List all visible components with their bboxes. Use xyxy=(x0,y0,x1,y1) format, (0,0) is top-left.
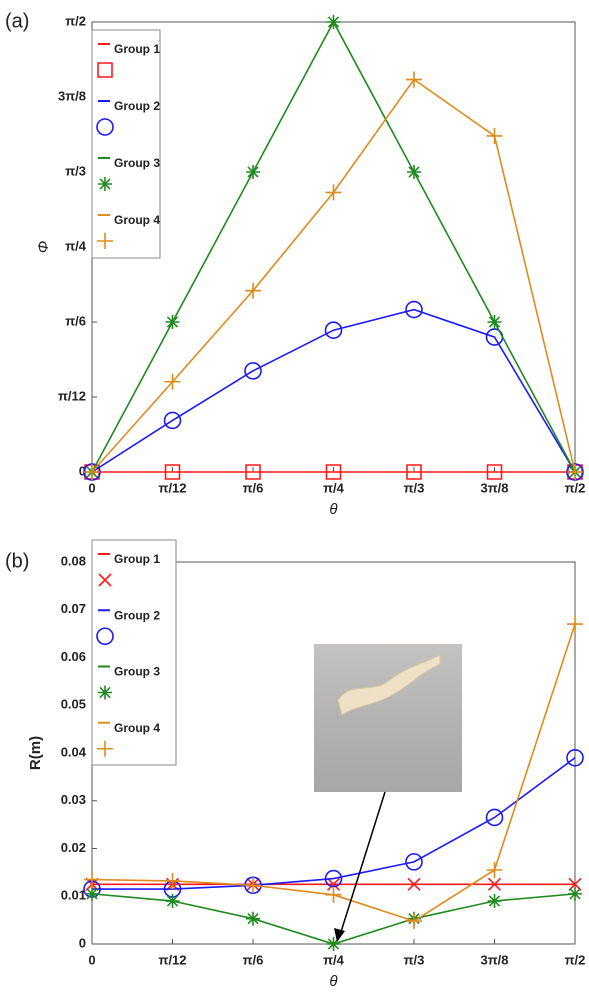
y-tick-label: 0.08 xyxy=(61,553,86,568)
legend-label: Group 3 xyxy=(114,156,160,170)
marker xyxy=(84,872,100,888)
photo-shade xyxy=(314,644,462,792)
series-line xyxy=(92,22,575,472)
y-tick-label: 0.01 xyxy=(61,888,86,903)
series-line xyxy=(92,80,575,472)
x-tick-label: π/12 xyxy=(158,480,186,495)
figure: (a) θ Φ 0 π/12 π/6 π/4 π/3 3π/8 π/2 0 π/12 π/6 π/4 π/3… xyxy=(0,0,589,993)
y-axis-title: R(m) xyxy=(27,736,44,770)
y-tick-label: 0 xyxy=(79,935,86,950)
legend-label: Group 2 xyxy=(114,99,160,113)
legend-label: Group 4 xyxy=(114,721,160,735)
marker xyxy=(327,15,341,29)
marker xyxy=(487,128,503,144)
y-tick-label: 0.05 xyxy=(61,697,86,712)
x-tick-label: π/6 xyxy=(243,480,264,495)
marker xyxy=(166,894,180,908)
x-tick-label: π/2 xyxy=(565,480,586,495)
x-tick-label: π/4 xyxy=(323,480,345,495)
x-tick-label: π/3 xyxy=(404,480,425,495)
y-tick-label: 3π/8 xyxy=(58,88,86,103)
x-tick-label: π/4 xyxy=(323,952,345,967)
marker xyxy=(85,887,99,901)
x-tick-label: 0 xyxy=(88,952,95,967)
y-tick-label: 0.02 xyxy=(61,840,86,855)
marker xyxy=(246,165,260,179)
y-tick-label: 0.03 xyxy=(61,792,86,807)
y-tick-label: 0.07 xyxy=(61,601,86,616)
marker xyxy=(568,887,582,901)
y-axis-title: Φ xyxy=(35,241,52,254)
marker xyxy=(406,72,422,88)
legend-label: Group 4 xyxy=(114,213,160,227)
x-tick-label: 3π/8 xyxy=(480,952,508,967)
plot-frame xyxy=(92,22,575,472)
marker xyxy=(246,912,260,926)
y-tick-label: π/3 xyxy=(65,163,86,178)
legend-label: Group 2 xyxy=(114,608,160,622)
marker xyxy=(407,165,421,179)
marker xyxy=(165,873,181,889)
arrow-head xyxy=(334,928,345,942)
panel-label: (b) xyxy=(5,550,29,572)
marker xyxy=(487,862,503,878)
x-tick-label: π/2 xyxy=(565,952,586,967)
legend-label: Group 1 xyxy=(114,552,160,566)
y-tick-label: 0.04 xyxy=(61,744,87,759)
y-tick-label: 0.06 xyxy=(61,649,86,664)
y-tick-label: π/12 xyxy=(58,388,86,403)
marker xyxy=(488,315,502,329)
marker xyxy=(567,616,583,632)
y-tick-label: π/4 xyxy=(65,238,87,253)
x-tick-label: 3π/8 xyxy=(480,480,508,495)
x-tick-label: π/3 xyxy=(404,952,425,967)
marker xyxy=(166,315,180,329)
x-axis-title: θ xyxy=(329,973,337,990)
x-tick-label: π/6 xyxy=(243,952,264,967)
arrow xyxy=(340,792,385,935)
legend-label: Group 3 xyxy=(114,665,160,679)
y-tick-label: π/2 xyxy=(65,13,86,28)
panel-label: (a) xyxy=(5,10,29,32)
y-tick-label: π/6 xyxy=(65,313,86,328)
marker xyxy=(488,894,502,908)
marker xyxy=(98,686,112,700)
marker xyxy=(406,913,422,929)
marker xyxy=(98,177,112,191)
x-tick-label: π/12 xyxy=(158,952,186,967)
legend-label: Group 1 xyxy=(114,42,160,56)
x-axis-title: θ xyxy=(329,501,337,518)
inset-photo xyxy=(314,644,462,942)
x-tick-label: 0 xyxy=(88,480,95,495)
